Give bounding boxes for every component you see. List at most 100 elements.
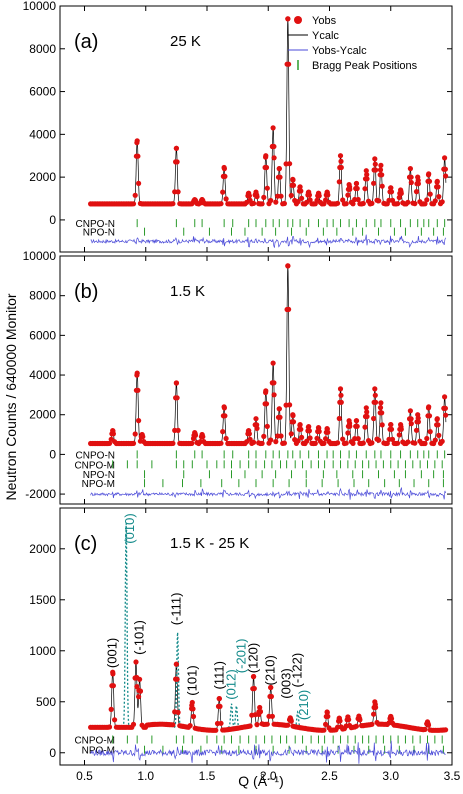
y-tick-label: 6000 [29, 85, 56, 99]
yobs-point [135, 153, 141, 159]
plot-frame [59, 255, 453, 505]
yobs-point [408, 416, 414, 422]
legend-yobs-marker [294, 16, 302, 24]
yobs-point [306, 424, 312, 430]
yobs-point [173, 661, 179, 667]
yobs-point [299, 195, 305, 201]
yobs-point [373, 704, 379, 711]
yobs-point [287, 402, 293, 408]
x-tick-label: 0.5 [76, 769, 93, 783]
yobs-point [347, 186, 353, 192]
y-tick-label: 10000 [23, 249, 57, 263]
yobs-point [405, 199, 411, 205]
yobs-point [407, 408, 413, 414]
yobs-point [435, 422, 441, 428]
yobs-point [223, 435, 229, 442]
yobs-point [369, 440, 375, 446]
yobs-point [192, 198, 199, 204]
yobs-point [315, 425, 322, 431]
y-tick-label: 6000 [29, 328, 56, 342]
bragg-row-label: NPO-M [82, 479, 115, 490]
yobs-point [253, 416, 259, 422]
yobs-point [251, 200, 257, 206]
yobs-point [268, 684, 274, 691]
yobs-point [297, 184, 303, 190]
yobs-point [340, 436, 346, 442]
yobs-point [338, 392, 344, 398]
yobs-point [136, 694, 142, 700]
yobs-point [398, 426, 404, 432]
yobs-point [324, 709, 330, 715]
yobs-point [133, 659, 139, 665]
hkl-annotation: (003) [279, 668, 294, 698]
yobs-point [173, 145, 179, 151]
yobs-point [132, 192, 138, 198]
yobs-point [442, 394, 448, 400]
yobs-point [321, 440, 327, 446]
yobs-point [307, 435, 313, 441]
yobs-point [297, 422, 303, 428]
yobs-point [372, 699, 378, 705]
yobs-point [134, 138, 140, 144]
yobs-point [170, 722, 176, 728]
yobs-point [192, 432, 199, 438]
yobs-point [271, 392, 277, 398]
calc-peak-dotted [227, 703, 236, 728]
yobs-point [108, 706, 114, 713]
yobs-point [222, 173, 228, 179]
y-tick-label: -2000 [25, 487, 56, 501]
yobs-point [434, 178, 440, 184]
yobs-point [369, 200, 375, 206]
yobs-point [357, 715, 363, 722]
y-tick-label: 8000 [29, 289, 56, 303]
legend-label-diff: Yobs-Ycalc [312, 45, 367, 57]
yobs-point [443, 173, 449, 179]
legend-label-bragg: Bragg Peak Positions [312, 60, 418, 72]
yobs-point [395, 201, 401, 207]
yobs-point [354, 185, 360, 192]
yobs-point [373, 399, 379, 405]
yobs-point [112, 717, 118, 723]
yobs-point [372, 392, 378, 398]
temperature-label: 25 K [170, 33, 201, 50]
yobs-point [270, 360, 276, 366]
yobs-point [353, 180, 360, 187]
yobs-point [173, 380, 179, 386]
yobs-point [337, 386, 344, 392]
yobs-point [134, 370, 140, 376]
panel-label: (b) [74, 281, 98, 303]
yobs-point [413, 427, 420, 433]
yobs-point [259, 201, 265, 207]
yobs-point [389, 436, 396, 442]
yobs-point [273, 439, 279, 445]
yobs-point [175, 709, 181, 716]
yobs-point [396, 432, 402, 438]
yobs-point [278, 193, 284, 199]
yobs-point [246, 193, 252, 199]
yobs-point [442, 405, 448, 411]
yobs-point [271, 143, 277, 150]
yobs-point [362, 424, 368, 430]
yobs-point [371, 180, 377, 186]
yobs-point [247, 436, 253, 442]
bragg-row-label: NPO-N [83, 228, 115, 239]
yobs-point [439, 438, 445, 444]
yobs-point [422, 726, 428, 733]
yobs-point [137, 676, 143, 682]
yobs-point [371, 415, 377, 422]
yobs-point [443, 727, 449, 733]
yobs-point [268, 693, 274, 700]
yobs-point [271, 380, 277, 386]
yobs-point [288, 192, 294, 199]
yobs-point [137, 688, 143, 694]
plot-frame [59, 5, 453, 253]
yobs-point [277, 414, 283, 420]
yobs-point [378, 162, 384, 168]
yobs-point [170, 201, 176, 207]
yobs-point [136, 180, 142, 186]
yobs-point [175, 189, 181, 195]
temperature-label: 1.5 K - 25 K [170, 535, 249, 552]
yobs-point [347, 423, 353, 429]
y-tick-label: 2000 [29, 542, 56, 556]
